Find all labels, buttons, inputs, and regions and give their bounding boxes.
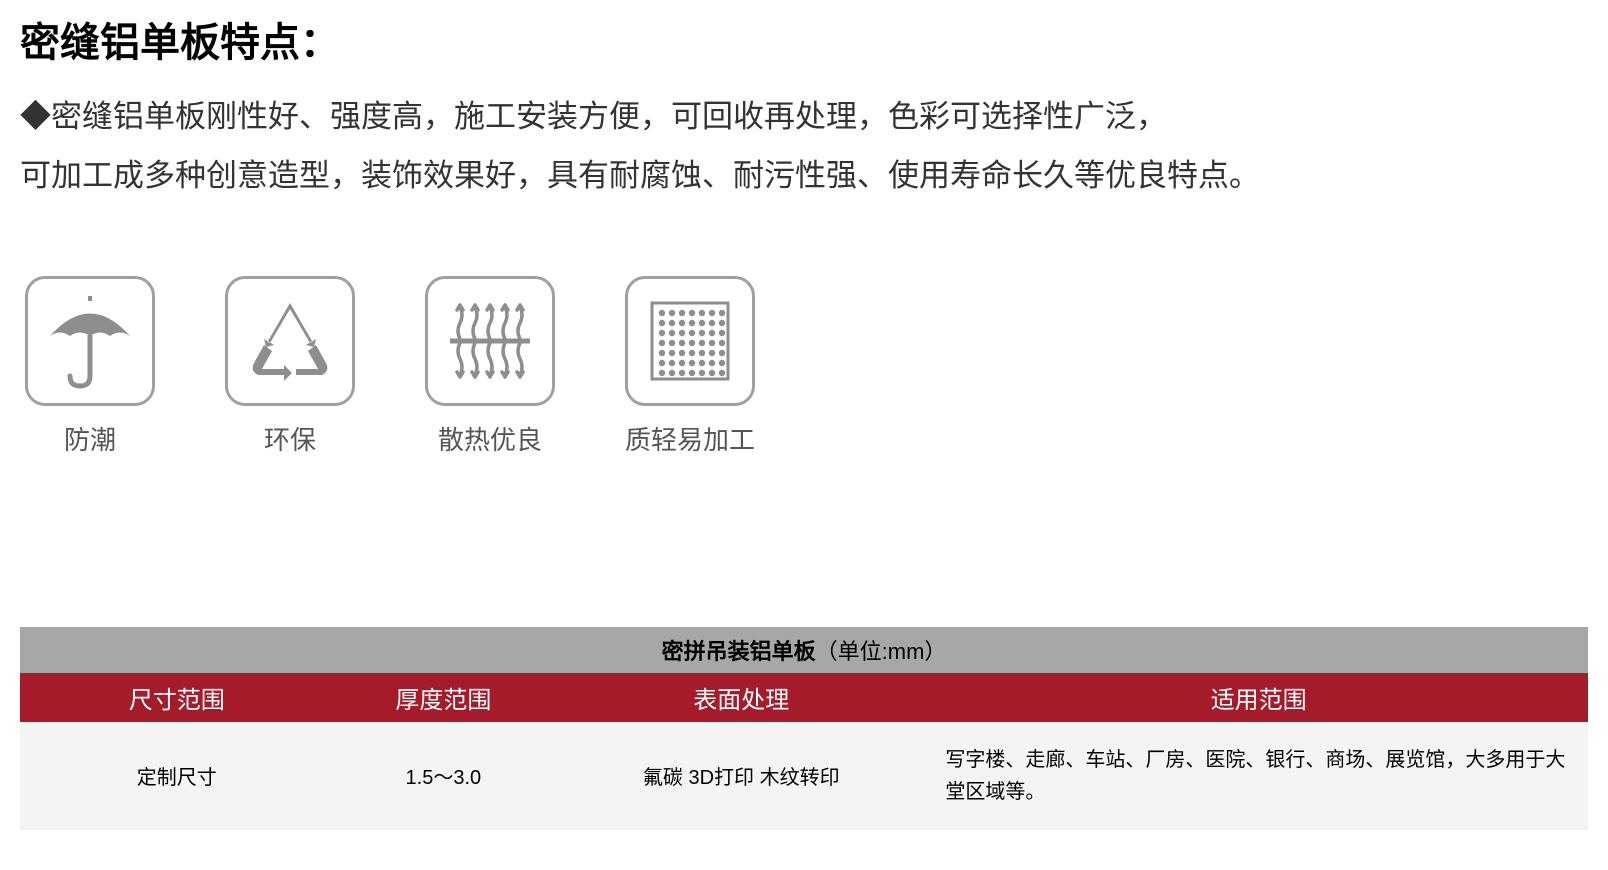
feature-label: 防潮 — [64, 420, 116, 457]
desc-line-1: ◆密缝铝单板刚性好、强度高，施工安装方便，可回收再处理，色彩可选择性广泛， — [20, 88, 1588, 147]
feature-moisture: 防潮 — [20, 276, 160, 457]
table-row: 定制尺寸 1.5～3.0 氟碳 3D打印 木纹转印 写字楼、走廊、车站、厂房、医… — [20, 722, 1588, 830]
feature-label: 散热优良 — [438, 420, 542, 457]
cell-thickness: 1.5～3.0 — [334, 722, 554, 830]
spec-table: 密拼吊装铝单板（单位:mm） 尺寸范围 厚度范围 表面处理 适用范围 定制尺寸 … — [20, 627, 1588, 830]
feature-label: 质轻易加工 — [625, 420, 755, 457]
umbrella-icon — [25, 276, 155, 406]
table-title-unit: （单位:mm） — [816, 639, 947, 664]
cell-size: 定制尺寸 — [20, 722, 334, 830]
feature-lightweight: 质轻易加工 — [620, 276, 760, 457]
col-header-scope: 适用范围 — [929, 673, 1588, 722]
table-title: 密拼吊装铝单板（单位:mm） — [20, 627, 1588, 673]
desc-line-2: 可加工成多种创意造型，装饰效果好，具有耐腐蚀、耐污性强、使用寿命长久等优良特点。 — [20, 147, 1588, 206]
feature-label: 环保 — [264, 420, 316, 457]
feature-heat: 散热优良 — [420, 276, 560, 457]
cell-scope: 写字楼、走廊、车站、厂房、医院、银行、商场、展览馆，大多用于大堂区域等。 — [929, 722, 1588, 830]
col-header-surface: 表面处理 — [553, 673, 929, 722]
page-title: 密缝铝单板特点： — [20, 10, 1588, 68]
feature-icon-row: 防潮 环保 — [20, 276, 1588, 457]
feature-eco: 环保 — [220, 276, 360, 457]
table-header-row: 尺寸范围 厚度范围 表面处理 适用范围 — [20, 673, 1588, 722]
heat-icon — [425, 276, 555, 406]
recycle-icon — [225, 276, 355, 406]
description: ◆密缝铝单板刚性好、强度高，施工安装方便，可回收再处理，色彩可选择性广泛， 可加… — [20, 88, 1588, 206]
table-title-bold: 密拼吊装铝单板 — [662, 639, 816, 664]
cell-surface: 氟碳 3D打印 木纹转印 — [553, 722, 929, 830]
col-header-size: 尺寸范围 — [20, 673, 334, 722]
col-header-thickness: 厚度范围 — [334, 673, 554, 722]
perforated-icon — [625, 276, 755, 406]
